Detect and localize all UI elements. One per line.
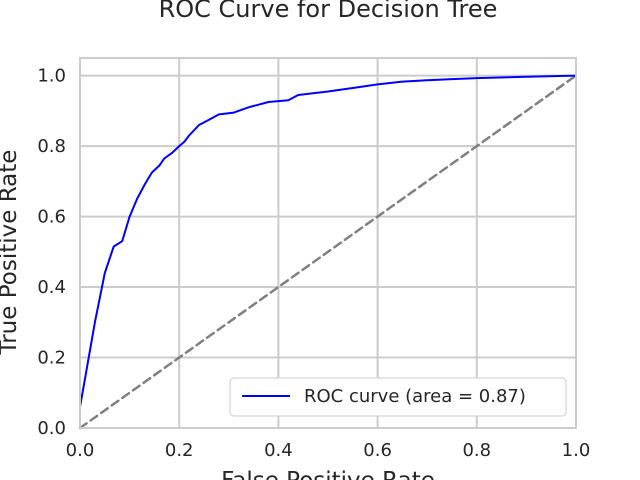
chart-title: ROC Curve for Decision Tree <box>159 0 498 23</box>
x-tick-label: 0.8 <box>462 440 491 461</box>
roc-curve-line <box>79 74 577 408</box>
x-tick-label: 0.6 <box>363 440 392 461</box>
y-axis-title: True Positive Rate <box>0 150 22 356</box>
x-tick-label: 1.0 <box>562 440 591 461</box>
y-tick-labels: 0.0 0.2 0.4 0.6 0.8 1.0 <box>37 66 66 439</box>
chance-diagonal-line <box>78 74 578 430</box>
plot-frame <box>79 57 577 429</box>
grid <box>79 58 577 429</box>
legend-box <box>229 377 567 417</box>
x-tick-label: 0.2 <box>165 440 194 461</box>
x-tick-labels: 0.0 0.2 0.4 0.6 0.8 1.0 <box>66 440 591 461</box>
x-tick-label: 0.4 <box>264 440 293 461</box>
x-tick-label: 0.0 <box>66 440 95 461</box>
y-tick-label: 1.0 <box>37 66 66 87</box>
y-tick-label: 0.2 <box>37 348 66 369</box>
legend: ROC curve (area = 0.87) <box>229 377 567 417</box>
plot-lines <box>78 74 578 430</box>
x-axis-title: False Positive Rate <box>221 468 435 480</box>
y-tick-label: 0.4 <box>37 277 66 298</box>
y-tick-label: 0.6 <box>37 207 66 228</box>
y-tick-label: 0.8 <box>37 136 66 157</box>
legend-label-roc: ROC curve (area = 0.87) <box>304 386 526 407</box>
y-tick-label: 0.0 <box>37 418 66 439</box>
